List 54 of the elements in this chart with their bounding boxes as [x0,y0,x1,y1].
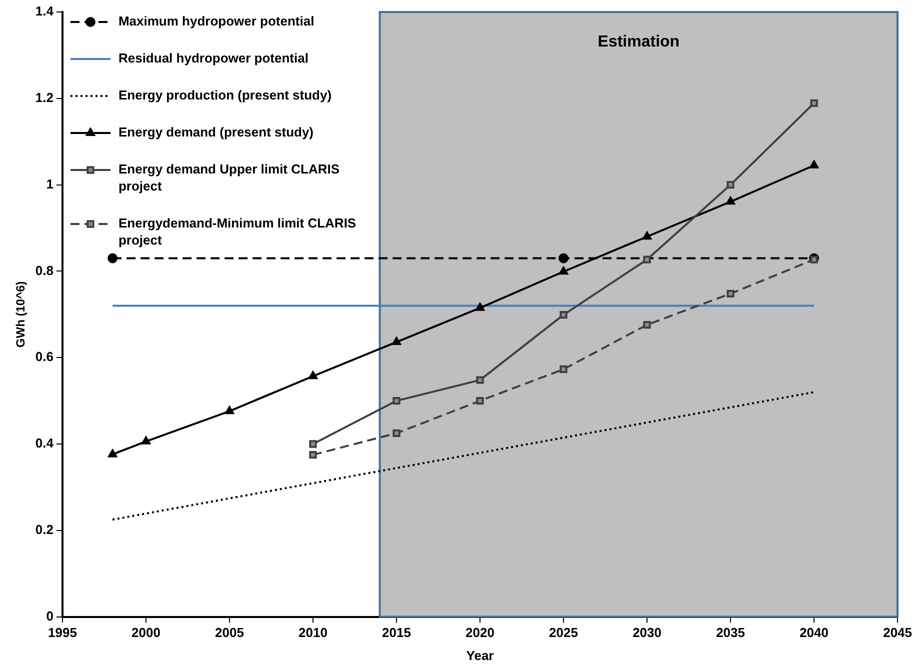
x-tick-label: 2035 [716,625,745,640]
point [643,256,651,264]
point [726,196,735,205]
point [560,365,568,374]
legend-label: Residual hydropower potential [118,50,308,66]
point [108,449,118,458]
point [559,266,568,275]
x-tick-label: 2030 [632,625,662,640]
x-tick-label: 1995 [48,625,77,640]
point [392,396,400,405]
x-tick-label: 2000 [132,625,160,640]
legend-label: Energydemand-Minimum limit CLARIS project [118,216,356,248]
point [308,371,318,380]
point [476,302,484,311]
x-tick-label: 2005 [215,625,244,640]
point [476,396,484,405]
x-axis-title: Year [466,648,494,663]
y-tick-label: 1 [46,176,54,192]
x-tick-label: 2015 [382,625,411,640]
point [810,160,818,168]
point [225,406,234,414]
x-tick-label: 2020 [466,625,494,640]
band-label: Estimation [598,33,680,50]
point [810,256,818,264]
point [726,290,734,298]
y-tick-label: 0 [46,608,54,624]
legend-label: Energy demand (present study) [118,124,314,140]
point [643,320,651,329]
point [560,311,568,319]
point [392,337,401,346]
point [108,253,118,264]
point [309,450,317,459]
x-tick-label: 2040 [800,625,828,640]
point [810,99,818,107]
y-tick-label: 0.6 [35,349,54,364]
y-tick-label: 0.8 [35,262,54,278]
legend-label: Maximum hydropower potential [118,14,314,29]
point [309,440,317,448]
x-tick-label: 2025 [549,625,578,640]
y-tick-label: 0.2 [35,522,54,537]
point [726,180,734,189]
y-tick-label: 1.4 [35,4,54,19]
x-tick-label: 2045 [883,625,912,640]
point [392,429,400,438]
legend-label: Energy demand Upper limit CLARIS project [118,162,340,194]
y-tick-label: 0.4 [35,436,54,451]
x-tick-label: 2010 [298,625,328,640]
point [476,376,484,384]
y-axis-title: GWh (10^6) [14,281,28,348]
point [142,436,150,444]
point [558,253,569,264]
point [642,232,652,240]
y-tick-label: 1.2 [35,90,54,105]
legend-label: Energy production (present study) [118,88,332,103]
